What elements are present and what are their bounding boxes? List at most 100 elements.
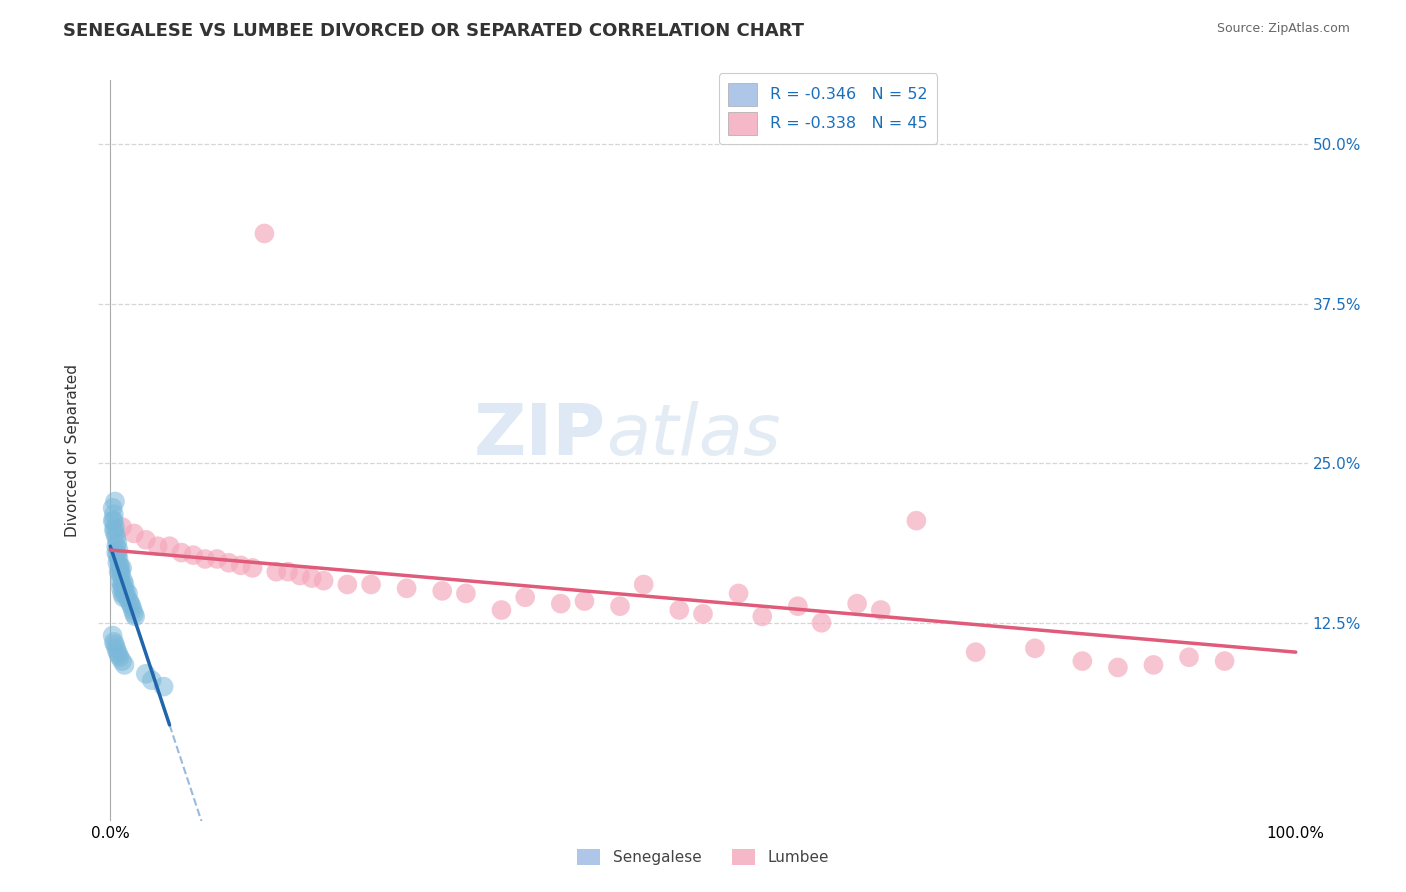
Point	[110, 582, 132, 596]
Point	[101, 500, 124, 515]
Point	[454, 586, 477, 600]
Point	[1142, 657, 1164, 672]
Point	[122, 607, 145, 621]
Point	[515, 591, 537, 605]
Point	[104, 526, 127, 541]
Point	[135, 533, 157, 547]
Point	[103, 523, 125, 537]
Point	[107, 543, 129, 558]
Point	[1213, 654, 1236, 668]
Point	[101, 514, 124, 528]
Point	[101, 628, 124, 642]
Point	[111, 577, 134, 591]
Point	[692, 607, 714, 621]
Point	[1071, 654, 1094, 668]
Point	[146, 539, 169, 553]
Point	[114, 586, 136, 600]
Point	[432, 583, 454, 598]
Point	[253, 227, 276, 241]
Text: atlas: atlas	[606, 401, 780, 470]
Point	[107, 648, 129, 662]
Point	[103, 508, 125, 522]
Point	[111, 654, 134, 668]
Point	[112, 591, 135, 605]
Point	[1178, 650, 1201, 665]
Point	[491, 603, 513, 617]
Point	[965, 645, 987, 659]
Point	[104, 494, 127, 508]
Point	[810, 615, 832, 630]
Point	[103, 635, 125, 649]
Point	[550, 597, 572, 611]
Legend: Senegalese, Lumbee: Senegalese, Lumbee	[571, 843, 835, 871]
Point	[112, 574, 135, 588]
Point	[110, 565, 132, 579]
Point	[301, 571, 323, 585]
Point	[108, 558, 131, 573]
Point	[727, 586, 749, 600]
Point	[111, 520, 134, 534]
Point	[105, 545, 128, 559]
Point	[152, 680, 174, 694]
Point	[277, 565, 299, 579]
Point	[668, 603, 690, 617]
Point	[609, 599, 631, 614]
Point	[170, 545, 193, 559]
Text: Source: ZipAtlas.com: Source: ZipAtlas.com	[1216, 22, 1350, 36]
Point	[117, 586, 139, 600]
Point	[115, 591, 138, 605]
Point	[336, 577, 359, 591]
Point	[114, 657, 136, 672]
Point	[1107, 660, 1129, 674]
Point	[105, 530, 128, 544]
Point	[104, 520, 127, 534]
Point	[108, 574, 131, 588]
Point	[105, 641, 128, 656]
Point	[121, 599, 143, 614]
Point	[1024, 641, 1046, 656]
Point	[110, 568, 132, 582]
Point	[105, 645, 128, 659]
Point	[121, 603, 143, 617]
Point	[159, 539, 181, 553]
Point	[360, 577, 382, 591]
Point	[846, 597, 869, 611]
Text: ZIP: ZIP	[474, 401, 606, 470]
Point	[288, 568, 311, 582]
Point	[135, 666, 157, 681]
Point	[194, 552, 217, 566]
Point	[395, 582, 418, 596]
Point	[120, 597, 142, 611]
Point	[786, 599, 808, 614]
Point	[124, 609, 146, 624]
Point	[111, 586, 134, 600]
Point	[633, 577, 655, 591]
Point	[118, 594, 141, 608]
Point	[103, 514, 125, 528]
Point	[112, 582, 135, 596]
Point	[111, 561, 134, 575]
Point	[242, 561, 264, 575]
Point	[181, 548, 204, 562]
Point	[105, 556, 128, 570]
Point	[264, 565, 287, 579]
Point	[105, 535, 128, 549]
Point	[107, 552, 129, 566]
Point	[229, 558, 252, 573]
Point	[751, 609, 773, 624]
Point	[574, 594, 596, 608]
Point	[107, 565, 129, 579]
Point	[108, 650, 131, 665]
Point	[104, 638, 127, 652]
Point	[905, 514, 928, 528]
Point	[114, 583, 136, 598]
Y-axis label: Divorced or Separated: Divorced or Separated	[65, 364, 80, 537]
Point	[141, 673, 163, 688]
Point	[105, 539, 128, 553]
Point	[205, 552, 228, 566]
Point	[122, 526, 145, 541]
Point	[105, 548, 128, 562]
Point	[108, 561, 131, 575]
Point	[114, 577, 136, 591]
Point	[312, 574, 335, 588]
